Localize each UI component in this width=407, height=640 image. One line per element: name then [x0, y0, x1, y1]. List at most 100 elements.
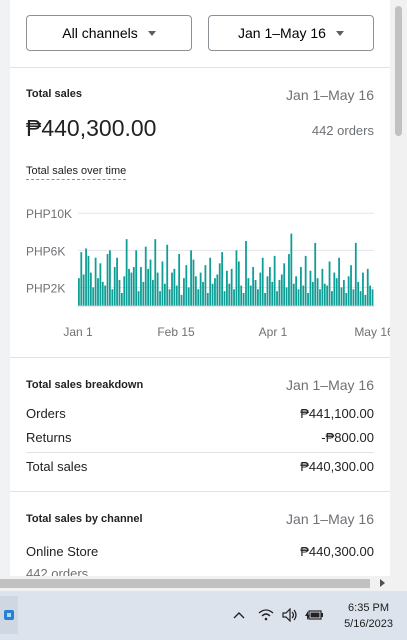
row-value: ₱441,100.00	[300, 405, 374, 421]
app-icon	[4, 610, 14, 620]
chart-bar	[130, 272, 133, 306]
chart-bar	[149, 259, 152, 306]
chart-bar	[206, 293, 209, 306]
chart-bar	[357, 281, 360, 306]
chevron-up-icon[interactable]	[230, 605, 248, 625]
chart-bar	[142, 281, 145, 306]
sales-by-channel-card: Total sales by channel Jan 1–May 16 Onli…	[10, 492, 390, 576]
chart-bar	[230, 268, 233, 306]
chart-bar	[161, 261, 164, 306]
chart-bar	[350, 265, 352, 306]
chart-bar	[185, 265, 188, 306]
breakdown-row-total: Total sales ₱440,300.00	[26, 452, 374, 480]
y-tick-label: PHP6K	[26, 244, 65, 258]
chart-bar	[159, 291, 161, 306]
chart-bar	[123, 276, 126, 306]
browser-viewport: All channels Jan 1–May 16 Total sales Ja…	[10, 0, 407, 576]
taskbar-app-button[interactable]	[0, 596, 18, 634]
chart-bar	[314, 242, 317, 306]
chevron-down-icon	[335, 30, 344, 36]
chart-bar	[311, 281, 314, 306]
chart-bar	[94, 257, 97, 306]
chart-bar	[233, 289, 235, 306]
chart-bar	[328, 261, 331, 306]
chart-bar	[214, 278, 216, 306]
battery-charging-icon[interactable]	[305, 605, 323, 625]
chart-bar	[175, 285, 178, 306]
chart-bar	[266, 276, 269, 306]
row-label: Total sales	[26, 459, 88, 474]
chart-bar	[180, 294, 183, 306]
y-tick-label: PHP10K	[26, 207, 72, 221]
chart-bar	[171, 272, 173, 306]
chart-bar	[140, 267, 142, 306]
chart-bar	[323, 283, 326, 306]
chart-bar	[242, 293, 245, 306]
chart-title[interactable]: Total sales over time	[26, 165, 127, 180]
clock-time: 6:35 PM	[348, 602, 390, 614]
date-filter-label: Jan 1–May 16	[238, 25, 326, 41]
chart-bar	[252, 267, 255, 306]
total-sales-value: ₱440,300.00	[26, 115, 157, 141]
date-filter-button[interactable]: Jan 1–May 16	[208, 15, 374, 51]
chart-bar	[199, 272, 202, 306]
vertical-scroll-thumb[interactable]	[395, 6, 402, 136]
chart-bar	[292, 283, 295, 306]
chart-bar	[316, 278, 319, 306]
channel-filter-label: All channels	[62, 25, 138, 41]
chart-bar	[254, 280, 257, 306]
breakdown-row-orders: Orders ₱441,100.00	[26, 401, 374, 425]
chart-bar	[216, 274, 219, 306]
chart-bar	[113, 267, 116, 306]
chart-bar	[354, 242, 357, 306]
chart-bar	[228, 283, 231, 306]
chart-bar	[89, 272, 92, 306]
row-label: Orders	[26, 405, 66, 421]
total-sales-orders: 442 orders	[311, 123, 374, 138]
channel-row-online-store: Online Store ₱440,300.00	[26, 539, 374, 563]
chart-bar	[295, 276, 298, 306]
channel-filter-button[interactable]: All channels	[26, 15, 192, 51]
chart-bar	[154, 239, 157, 306]
chart-bar	[335, 278, 338, 306]
horizontal-scroll-thumb[interactable]	[0, 579, 370, 588]
horizontal-scrollbar[interactable]	[0, 576, 407, 591]
chart-bar	[118, 280, 121, 306]
chart-bar	[331, 291, 333, 306]
sales-breakdown-card: Total sales breakdown Jan 1–May 16 Order…	[10, 358, 390, 492]
chart-bar	[152, 280, 154, 306]
x-tick-label: Feb 15	[157, 325, 195, 339]
breakdown-title: Total sales breakdown	[26, 379, 144, 391]
chart-bar	[120, 293, 123, 306]
scroll-right-arrow-icon[interactable]	[380, 579, 385, 587]
chart-bar	[302, 285, 305, 306]
filter-bar: All channels Jan 1–May 16	[10, 0, 390, 68]
chart-bar	[283, 263, 286, 306]
chart-bar	[333, 272, 336, 306]
chart-bar	[92, 287, 95, 306]
system-clock[interactable]: 6:35 PM 5/16/2023	[344, 600, 393, 632]
chart-bar	[257, 289, 259, 306]
chart-bar	[259, 272, 262, 306]
chart-bar	[226, 270, 228, 306]
chart-bar	[135, 250, 138, 306]
chart-bar	[371, 289, 374, 306]
chart-bar	[362, 272, 364, 306]
chart-bar	[147, 268, 150, 306]
y-tick-label: PHP2K	[26, 281, 65, 295]
chart-bar	[326, 285, 329, 306]
wifi-icon[interactable]	[257, 605, 275, 625]
chart-bar	[137, 291, 140, 306]
chart-bar	[168, 289, 171, 306]
chart-bar	[278, 280, 281, 306]
chart-bar	[204, 265, 207, 306]
chart-bar	[218, 263, 221, 306]
vertical-scrollbar[interactable]	[390, 0, 407, 576]
breakdown-date: Jan 1–May 16	[286, 377, 374, 393]
speaker-icon[interactable]	[281, 605, 299, 625]
total-sales-card: Total sales Jan 1–May 16 ₱440,300.00 442…	[10, 68, 390, 358]
chart-bar	[369, 285, 372, 306]
total-sales-title: Total sales	[26, 88, 83, 100]
chart-bar	[261, 257, 264, 306]
chart-bar	[268, 267, 271, 306]
